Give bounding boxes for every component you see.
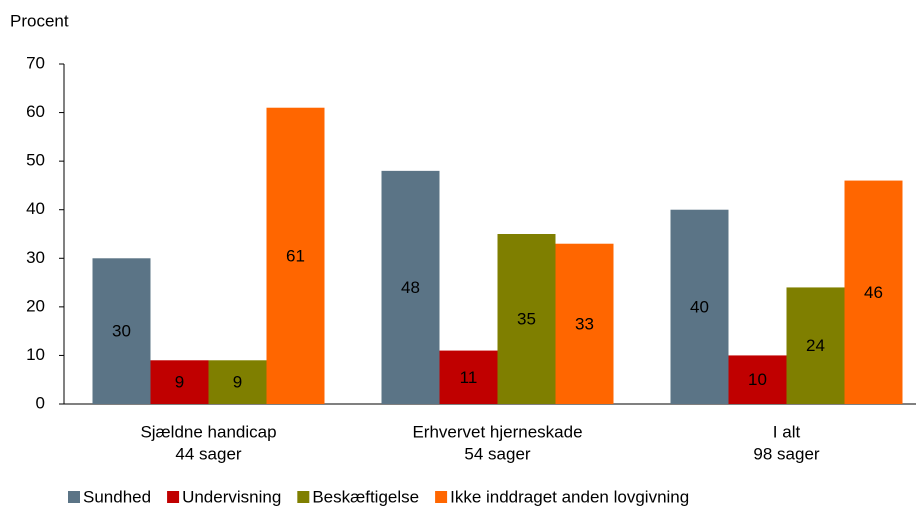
- bar: [266, 107, 325, 404]
- bar: [786, 287, 845, 404]
- y-tick-label: 0: [36, 393, 45, 412]
- data-label: 35: [517, 309, 536, 328]
- data-label: 9: [175, 373, 184, 392]
- bar: [150, 360, 209, 404]
- legend-swatch: [167, 491, 180, 503]
- y-tick-label: 20: [26, 296, 45, 315]
- bar: [670, 209, 729, 404]
- bar: [439, 350, 498, 404]
- y-tick-label: 10: [26, 345, 45, 364]
- bar: [844, 180, 903, 404]
- data-label: 33: [575, 314, 594, 333]
- legend-label: Ikke inddraget anden lovgivning: [450, 487, 689, 506]
- data-label: 30: [112, 322, 131, 341]
- bar: [555, 243, 614, 404]
- data-label: 48: [401, 278, 420, 297]
- legend-swatch: [68, 491, 80, 503]
- y-tick-label: 30: [26, 248, 45, 267]
- x-tick-label: 98 sager: [753, 444, 819, 463]
- data-label: 9: [233, 373, 242, 392]
- bar: [728, 355, 787, 404]
- data-label: 61: [286, 246, 305, 265]
- bar: [92, 258, 151, 404]
- data-label: 24: [806, 336, 825, 355]
- y-axis-title: Procent: [10, 11, 69, 30]
- x-tick-label: 44 sager: [175, 444, 241, 463]
- legend-label: Beskæftigelse: [312, 487, 419, 506]
- y-tick-label: 70: [26, 53, 45, 72]
- y-tick-label: 40: [26, 199, 45, 218]
- legend-swatch: [435, 491, 448, 503]
- x-tick-label: Erhvervet hjerneskade: [412, 422, 582, 441]
- y-tick-label: 60: [26, 102, 45, 121]
- bar: [208, 360, 267, 404]
- x-tick-label: Sjældne handicap: [140, 422, 276, 441]
- x-tick-label: 54 sager: [464, 444, 530, 463]
- legend-swatch: [297, 491, 310, 503]
- legend-label: Sundhed: [83, 487, 151, 506]
- data-label: 11: [460, 368, 478, 387]
- data-label: 40: [690, 297, 709, 316]
- data-label: 46: [864, 283, 883, 302]
- bar: [381, 170, 440, 404]
- x-tick-label: I alt: [773, 422, 801, 441]
- bar: [497, 234, 556, 404]
- data-label: 10: [748, 370, 767, 389]
- y-tick-label: 50: [26, 151, 45, 170]
- legend-label: Undervisning: [182, 487, 281, 506]
